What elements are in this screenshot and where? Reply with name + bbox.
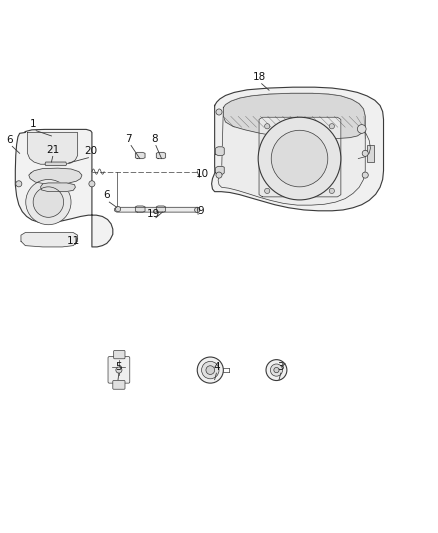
Text: 1: 1 [30,119,37,130]
Text: 5: 5 [116,362,122,372]
Circle shape [216,109,222,115]
Circle shape [357,125,366,133]
Polygon shape [156,152,166,158]
Text: 9: 9 [198,206,204,216]
Text: 10: 10 [195,169,208,179]
Polygon shape [218,93,365,205]
Text: 21: 21 [46,144,60,155]
Circle shape [265,188,270,193]
Polygon shape [135,206,145,212]
Text: 6: 6 [6,135,13,145]
Polygon shape [21,232,78,247]
Polygon shape [259,117,341,197]
Text: 7: 7 [126,134,132,144]
Polygon shape [156,206,166,212]
Circle shape [258,117,341,200]
Polygon shape [135,152,145,158]
Circle shape [89,181,95,187]
Polygon shape [115,207,199,212]
Circle shape [362,172,368,178]
Polygon shape [212,87,384,211]
Circle shape [270,364,283,376]
Text: 20: 20 [85,146,98,156]
Circle shape [116,367,122,373]
Polygon shape [29,168,82,184]
Circle shape [329,124,335,129]
Text: 6: 6 [103,190,110,200]
Circle shape [265,124,270,129]
Polygon shape [41,183,75,192]
Circle shape [194,207,200,213]
Text: 3: 3 [278,362,284,372]
Circle shape [271,130,328,187]
Circle shape [26,180,71,225]
Polygon shape [215,166,224,174]
Polygon shape [28,133,78,164]
Polygon shape [223,93,365,139]
Circle shape [197,357,223,383]
Polygon shape [15,130,113,247]
Circle shape [16,181,22,187]
Bar [367,144,374,162]
FancyBboxPatch shape [114,351,125,359]
Text: 19: 19 [147,209,160,220]
Circle shape [206,366,215,375]
FancyBboxPatch shape [113,381,125,389]
Text: 11: 11 [67,236,80,246]
Circle shape [216,172,222,178]
Circle shape [266,360,287,381]
FancyBboxPatch shape [108,357,130,383]
Text: 8: 8 [151,134,158,144]
Polygon shape [45,162,67,166]
Circle shape [362,150,368,156]
Text: 4: 4 [213,362,220,372]
Circle shape [274,367,279,373]
Circle shape [33,187,64,217]
Circle shape [116,206,120,212]
Text: 18: 18 [253,72,267,82]
Polygon shape [215,147,224,156]
Circle shape [329,188,335,193]
Circle shape [201,361,219,379]
